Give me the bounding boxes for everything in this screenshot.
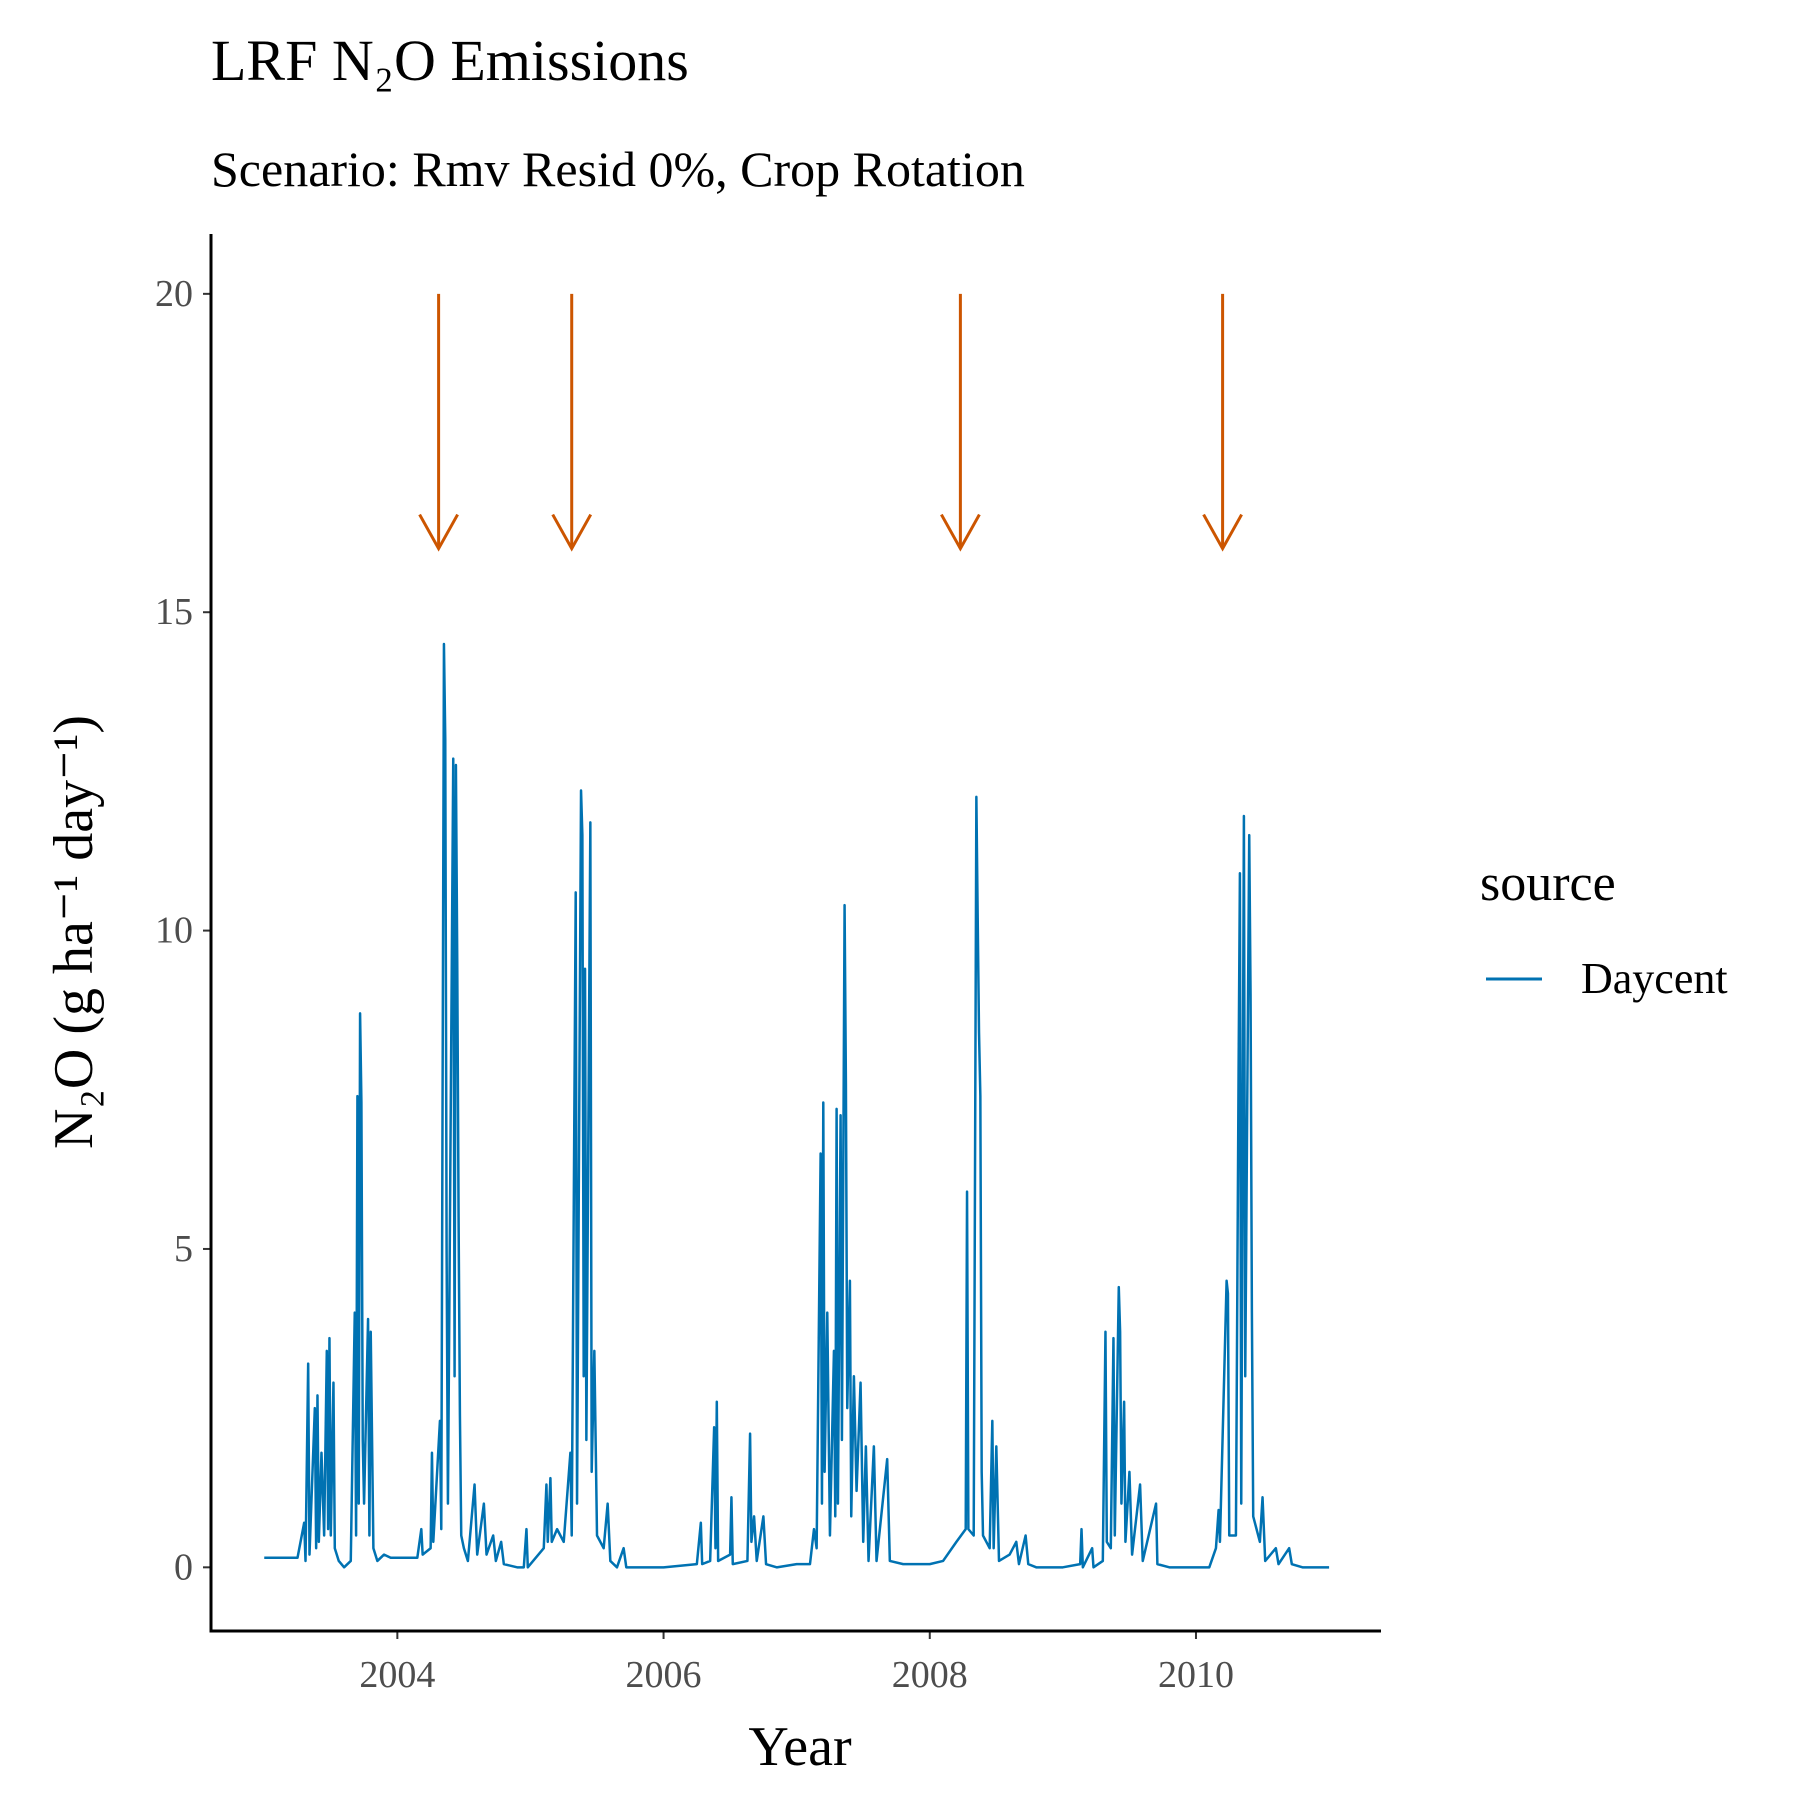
y-tick-label: 15 (155, 591, 193, 633)
legend-title: source (1480, 855, 1616, 912)
x-axis-title: Year (748, 1716, 852, 1778)
arrow-head (940, 513, 981, 552)
chart-title: LRF N₂O Emissions (211, 28, 689, 93)
legend-label: Daycent (1581, 954, 1728, 1003)
chart-subtitle: Scenario: Rmv Resid 0%, Crop Rotation (211, 141, 1025, 197)
y-tick-label: 10 (155, 910, 193, 952)
y-tick-label: 5 (174, 1228, 193, 1270)
x-tick-label: 2008 (892, 1654, 968, 1696)
arrow-head (1202, 513, 1243, 552)
y-axis-title: N₂O (g ha⁻¹ day⁻¹) (43, 715, 105, 1149)
data-line (264, 642, 1330, 1569)
x-tick-label: 2004 (359, 1654, 435, 1696)
y-tick-label: 20 (155, 273, 193, 315)
arrow-head (551, 513, 593, 552)
x-tick-label: 2006 (626, 1654, 702, 1696)
y-tick-label: 0 (174, 1546, 193, 1588)
x-tick-label: 2010 (1158, 1654, 1234, 1696)
arrow-head (418, 513, 459, 552)
